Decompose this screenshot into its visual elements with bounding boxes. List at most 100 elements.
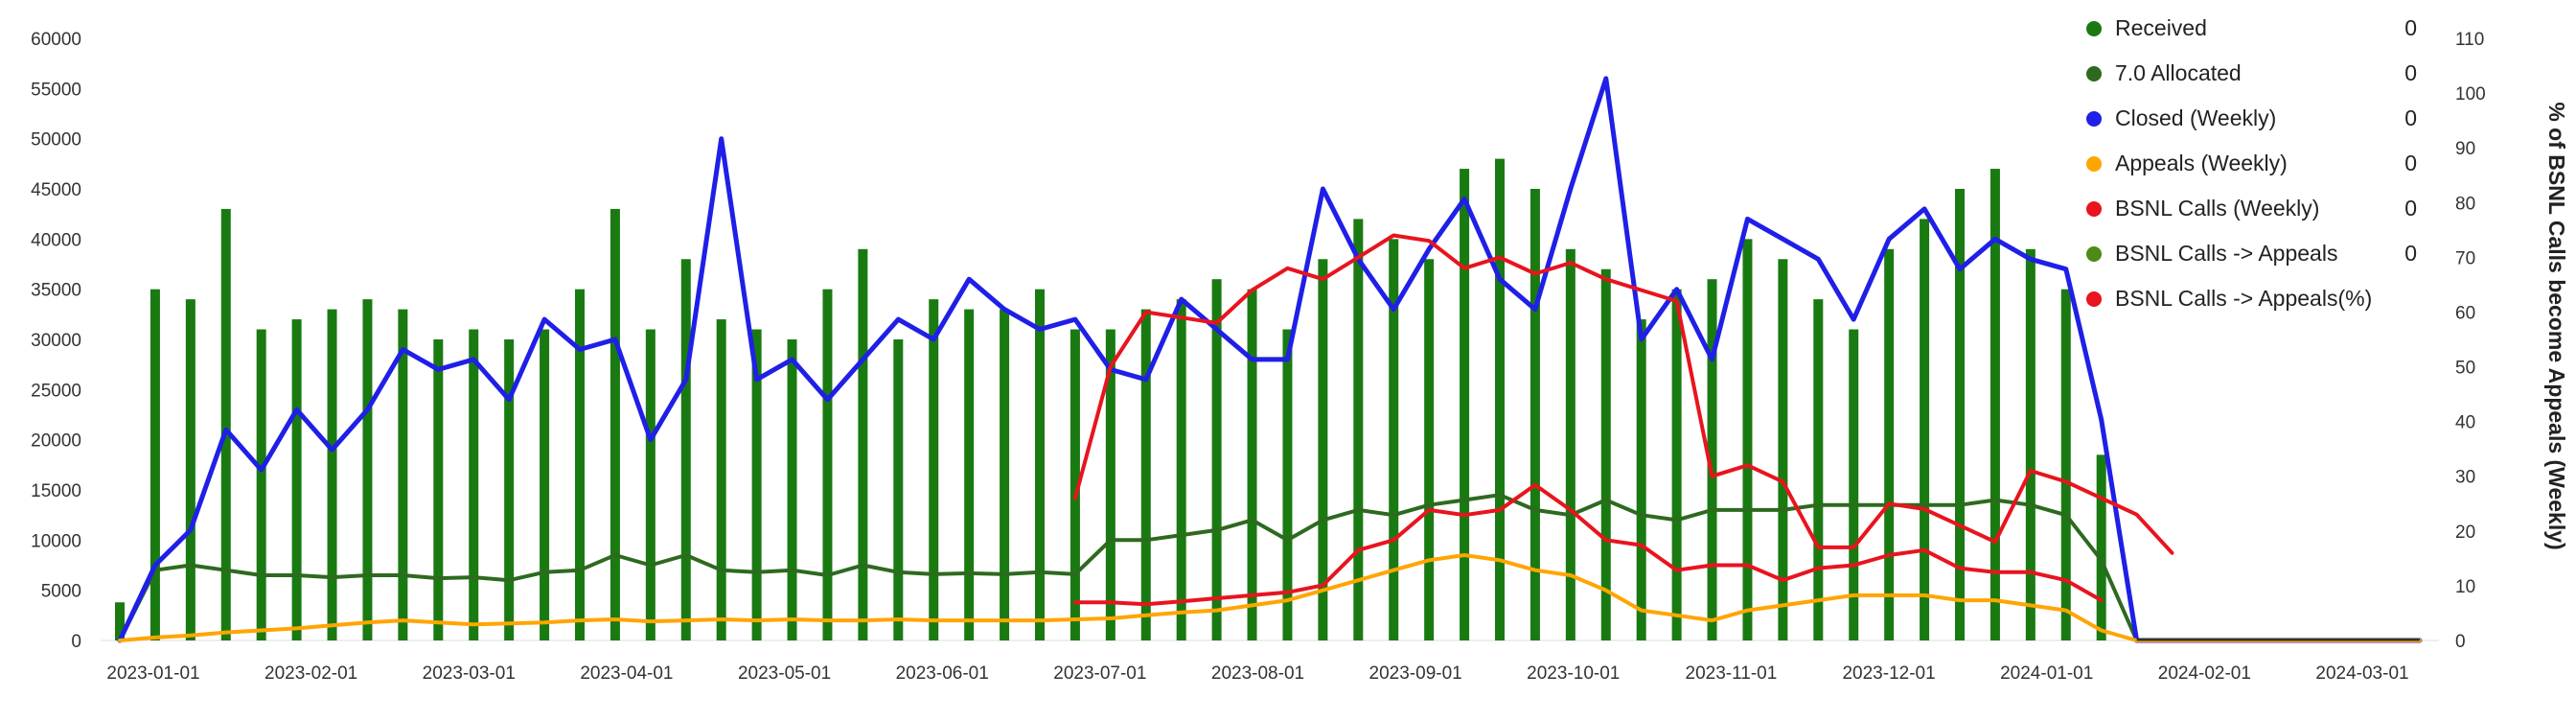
x-tick-label: 2023-07-01 [1053,663,1146,684]
legend-value-received: 0 [2404,15,2417,40]
received-bar [1955,189,1965,640]
received-bar [1707,279,1717,640]
right-tick-label: 80 [2455,194,2475,214]
received-bar [1565,248,1576,640]
left-tick-label: 60000 [31,30,81,50]
received-bar [1176,299,1186,640]
received-bar [575,289,585,640]
legend-marker-received [2086,21,2102,36]
received-bar [822,289,833,640]
received-bar [2025,248,2036,640]
x-axis: 2023-01-01 2023-02-01 2023-03-01 2023-04-01… [106,663,2408,684]
legend-label-closed-weekly: Closed (Weekly) [2115,105,2276,130]
legend-value-closed-weekly: 0 [2404,105,2417,130]
legend: Received 0 7.0 Allocated 0 Closed (Weekly) 0 A… [2086,15,2417,311]
legend-label-7-0-allocated: 7.0 Allocated [2115,60,2242,85]
series-lines [117,76,2423,643]
received-bar [1884,248,1895,640]
legend-value-7-0-allocated: 0 [2404,60,2417,85]
x-tick-label: 2023-03-01 [423,663,516,684]
received-bar [1353,219,1364,640]
x-tick-label: 2023-01-01 [106,663,199,684]
received-bar [1990,169,2000,641]
received-bar [2060,289,2071,640]
x-tick-label: 2023-04-01 [580,663,673,684]
received-bar [1389,239,1399,641]
left-tick-label: 20000 [31,431,81,452]
legend-value-appeals-weekly: 0 [2404,151,2417,175]
received-bar [504,339,515,640]
x-tick-label: 2023-09-01 [1369,663,1462,684]
received-bar [858,248,868,640]
right-tick-label: 100 [2455,84,2486,105]
legend-marker-bsnl-calls-weekly [2086,201,2102,217]
x-tick-label: 2023-12-01 [1842,663,1935,684]
left-tick-label: 55000 [31,80,81,100]
received-bar [362,299,373,640]
received-bar [716,319,726,640]
left-tick-label: 50000 [31,130,81,151]
legend-value-bsnl-calls-appeals: 0 [2404,241,2417,266]
received-bar [1247,289,1257,640]
received-bar [680,259,691,640]
received-bar [115,602,125,640]
received-bar [327,309,337,640]
received-bar [1778,259,1788,640]
received-bar [1530,189,1540,640]
legend-marker-appeals-weekly [2086,156,2102,172]
legend-marker-7-0-allocated [2086,66,2102,81]
received-bar [610,208,620,640]
received-bar [1105,329,1116,640]
x-tick-label: 2023-06-01 [896,663,989,684]
legend-label-bsnl-calls-weekly: BSNL Calls (Weekly) [2115,196,2319,221]
received-bar [1424,259,1435,640]
received-bar [1211,279,1222,640]
7-0-allocated-line [118,493,2422,642]
x-tick-label: 2024-01-01 [2000,663,2093,684]
received-bar [751,329,762,640]
received-bar [1035,289,1045,640]
x-tick-label: 2023-05-01 [738,663,831,684]
legend-label-appeals-weekly: Appeals (Weekly) [2115,151,2288,175]
received-bars [115,158,2106,641]
received-bar [256,329,266,640]
received-bar [469,329,479,640]
right-tick-label: 10 [2455,577,2475,597]
received-bar [645,329,656,640]
received-bar [964,309,975,640]
received-bar [893,339,904,640]
legend-label-received: Received [2115,15,2207,40]
right-tick-label: 110 [2455,30,2484,50]
received-bar [1742,239,1753,641]
right-tick-label: 70 [2455,248,2475,268]
received-bar [2096,454,2106,640]
right-tick-label: 40 [2455,413,2475,433]
left-y-axis: 0 5000 10000 15000 20000 25000 30000 35000 40000… [31,30,81,652]
received-bar [787,339,797,640]
right-axis-title: % of BSNL Calls become Appeals (Weekly) [2544,102,2569,549]
right-tick-label: 0 [2455,632,2466,652]
legend-label-bsnl-calls-appeals: BSNL Calls -> Appeals [2115,241,2337,266]
x-tick-label: 2023-08-01 [1211,663,1304,684]
x-tick-label: 2023-10-01 [1527,663,1620,684]
legend-label-bsnl-calls-appeals: BSNL Calls -> Appeals(%) [2115,286,2372,311]
received-bar [1600,268,1611,640]
legend-value-bsnl-calls-weekly: 0 [2404,196,2417,221]
legend-marker-bsnl-calls-appeals [2086,291,2102,307]
left-tick-label: 40000 [31,230,81,250]
bsnl-calls-appeals-line [1072,233,2174,555]
received-bar [291,319,302,640]
left-tick-label: 25000 [31,381,81,401]
right-tick-label: 50 [2455,359,2475,379]
received-bar [1920,219,1930,640]
received-bar [150,289,160,640]
received-bar [1849,329,1859,640]
received-bar [1813,299,1824,640]
received-bar [398,309,408,640]
x-tick-label: 2023-11-01 [1686,663,1778,684]
x-tick-label: 2023-02-01 [264,663,357,684]
received-bar [1070,329,1080,640]
right-tick-label: 60 [2455,303,2475,323]
left-tick-label: 30000 [31,331,81,351]
